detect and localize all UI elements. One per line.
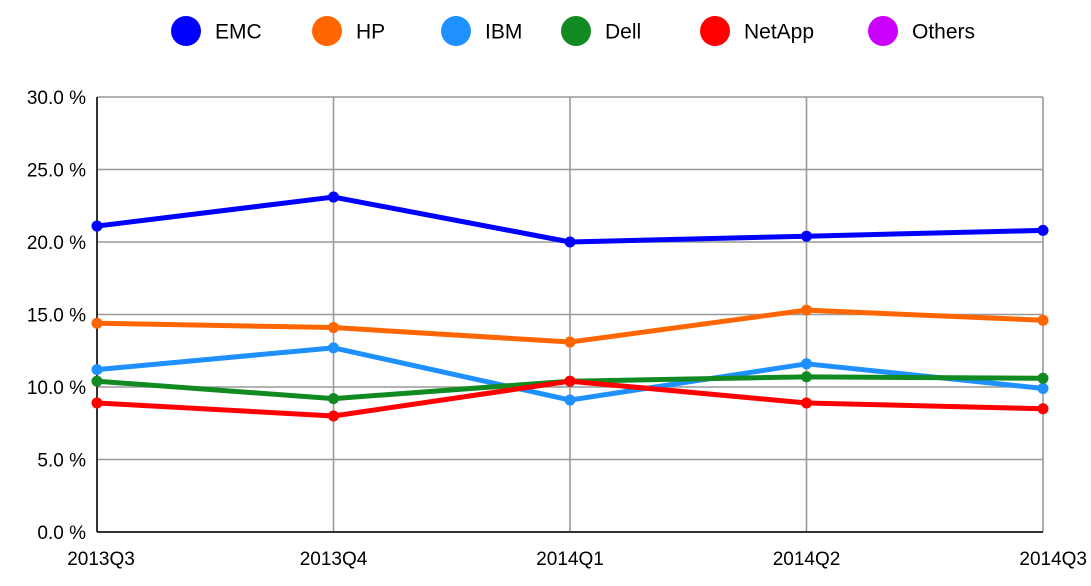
axes: 0.0 % 5.0 % 10.0 % 15.0 % 20.0 % 25.0 % 30.0 %…	[27, 88, 1087, 570]
grid	[97, 96, 1044, 532]
data-point-dell	[91, 375, 103, 387]
legend-item-hp[interactable]: HP	[312, 16, 385, 46]
data-point-emc	[564, 236, 576, 248]
data-point-emc	[91, 220, 103, 232]
data-point-ibm	[328, 342, 339, 354]
legend-label: Dell	[605, 21, 641, 44]
data-point-hp	[564, 336, 576, 348]
data-point-ibm	[91, 364, 103, 376]
legend-item-ibm[interactable]: IBM	[441, 16, 522, 46]
legend-label: IBM	[485, 21, 522, 44]
legend-marker	[441, 16, 471, 46]
data-point-netapp	[564, 375, 576, 387]
data-point-hp	[91, 317, 103, 329]
legend-marker	[171, 16, 201, 46]
y-tick-label: 10.0 %	[27, 378, 86, 399]
legend-marker	[868, 16, 898, 46]
legend-label: Others	[912, 21, 975, 44]
data-point-dell	[801, 371, 812, 383]
legend-item-netapp[interactable]: NetApp	[700, 16, 814, 46]
legend: EMC HP IBM Dell NetApp Others	[171, 16, 975, 46]
x-tick-label: 2013Q4	[300, 549, 368, 570]
y-tick-label: 15.0 %	[27, 306, 86, 327]
series-hp	[91, 304, 1049, 348]
y-tick-label: 5.0 %	[37, 451, 86, 472]
legend-marker	[700, 16, 730, 46]
y-tick-label: 30.0 %	[27, 88, 86, 109]
x-tick-label: 2014Q2	[773, 549, 841, 570]
x-tick-label: 2013Q3	[67, 549, 135, 570]
data-point-netapp	[1037, 403, 1049, 415]
data-point-ibm	[1037, 382, 1049, 394]
data-point-hp	[1037, 314, 1049, 326]
series-ibm	[91, 342, 1049, 406]
data-point-ibm	[564, 394, 576, 406]
legend-item-others[interactable]: Others	[868, 16, 975, 46]
data-point-hp	[328, 322, 339, 334]
data-point-netapp	[328, 410, 339, 422]
data-point-emc	[1037, 224, 1049, 236]
data-point-ibm	[801, 358, 812, 370]
legend-item-emc[interactable]: EMC	[171, 16, 262, 46]
y-tick-label: 25.0 %	[27, 161, 86, 182]
legend-label: HP	[356, 21, 385, 44]
legend-marker	[561, 16, 591, 46]
legend-marker	[312, 16, 342, 46]
series-emc	[91, 191, 1049, 248]
data-point-dell	[328, 393, 339, 405]
y-tick-label: 0.0 %	[37, 523, 86, 544]
data-point-emc	[328, 191, 339, 203]
legend-label: EMC	[215, 21, 262, 44]
data-point-hp	[801, 304, 812, 316]
y-tick-label: 20.0 %	[27, 233, 86, 254]
data-point-emc	[801, 230, 812, 242]
legend-label: NetApp	[744, 21, 814, 44]
x-tick-label: 2014Q1	[536, 549, 604, 570]
series-netapp	[91, 375, 1049, 422]
series	[91, 191, 1049, 422]
legend-item-dell[interactable]: Dell	[561, 16, 641, 46]
data-point-dell	[1037, 372, 1049, 384]
data-point-netapp	[801, 397, 812, 409]
x-tick-label: 2014Q3	[1019, 549, 1087, 570]
data-point-netapp	[91, 397, 103, 409]
